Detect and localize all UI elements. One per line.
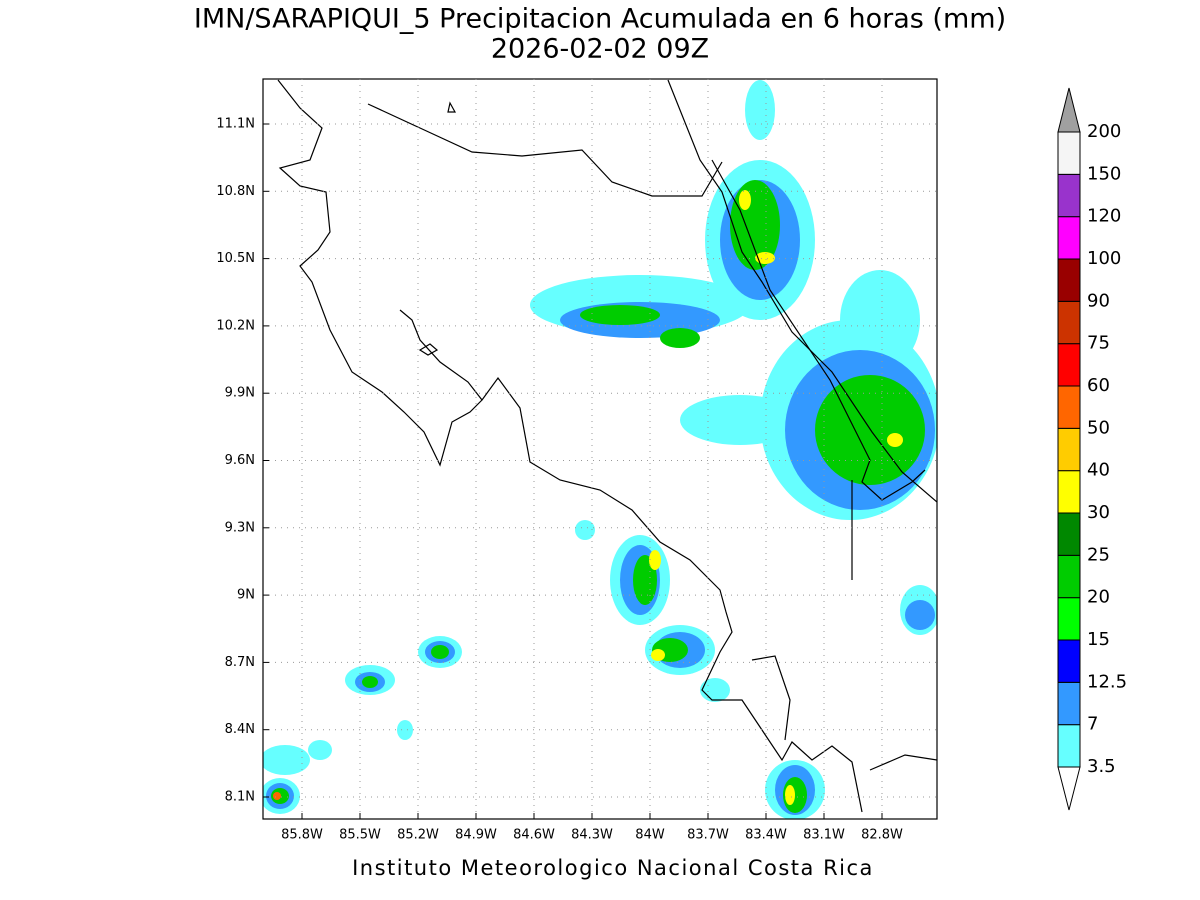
lat-label: 10.5N — [216, 251, 255, 266]
colorbar-label: 25 — [1087, 544, 1110, 565]
lon-label: 85.5W — [339, 828, 381, 843]
colorbar-label: 3.5 — [1087, 756, 1116, 777]
colorbar-swatch — [1057, 343, 1081, 387]
colorbar-above-arrow — [1057, 87, 1081, 133]
lat-label: 9.6N — [225, 453, 255, 468]
lat-label: 9N — [237, 588, 255, 603]
colorbar-label: 20 — [1087, 587, 1110, 608]
lat-label: 8.1N — [225, 790, 255, 805]
colorbar-label: 50 — [1087, 417, 1110, 438]
colorbar-label: 7 — [1087, 714, 1098, 735]
colorbar-label: 90 — [1087, 290, 1110, 311]
coastlines — [277, 79, 937, 813]
colorbar-label: 200 — [1087, 121, 1121, 142]
lon-label: 82.8W — [861, 828, 903, 843]
lon-label: 84.6W — [513, 828, 555, 843]
colorbar-swatch — [1057, 597, 1081, 641]
colorbar-swatch — [1057, 427, 1081, 472]
map-title: IMN/SARAPIQUI_5 Precipitacion Acumulada … — [194, 4, 1006, 35]
colorbar-below-arrow — [1057, 766, 1081, 811]
lon-label: 84.9W — [455, 828, 497, 843]
lat-label: 9.9N — [225, 386, 255, 401]
colorbar-swatch — [1057, 554, 1081, 599]
colorbar-label: 100 — [1087, 248, 1121, 269]
colorbar-label: 150 — [1087, 163, 1121, 184]
colorbar-swatch — [1057, 385, 1081, 429]
lon-label: 83.1W — [803, 828, 845, 843]
map-footer: Instituto Meteorologico Nacional Costa R… — [352, 856, 874, 880]
colorbar-swatch — [1057, 724, 1081, 768]
lon-label: 84.3W — [571, 828, 613, 843]
colorbar-label: 120 — [1087, 206, 1121, 227]
lat-label: 8.4N — [225, 722, 255, 737]
map-subtitle: 2026-02-02 09Z — [491, 34, 709, 65]
lon-label: 84W — [635, 828, 665, 843]
colorbar-swatch — [1057, 131, 1081, 175]
lon-label: 83.4W — [745, 828, 787, 843]
colorbar-label: 40 — [1087, 460, 1110, 481]
colorbar-swatch — [1057, 216, 1081, 260]
lon-label: 83.7W — [687, 828, 729, 843]
colorbar-label: 12.5 — [1087, 671, 1127, 692]
colorbar-swatch — [1057, 512, 1081, 556]
colorbar-swatch — [1057, 639, 1081, 683]
lat-label: 10.2N — [216, 318, 255, 333]
colorbar-swatch — [1057, 681, 1081, 726]
colorbar-label: 60 — [1087, 375, 1110, 396]
lat-label: 10.8N — [216, 184, 255, 199]
lat-label: 8.7N — [225, 655, 255, 670]
lon-label: 85.2W — [397, 828, 439, 843]
colorbar-swatch — [1057, 300, 1081, 345]
colorbar-swatch — [1057, 173, 1081, 218]
plot-frame — [262, 78, 938, 820]
colorbar-label: 75 — [1087, 333, 1110, 354]
colorbar-label: 30 — [1087, 502, 1110, 523]
lon-label: 85.8W — [281, 828, 323, 843]
colorbar-swatch — [1057, 258, 1081, 302]
colorbar-label: 15 — [1087, 629, 1110, 650]
lat-label: 9.3N — [225, 520, 255, 535]
lat-label: 11.1N — [216, 117, 255, 132]
colorbar-swatch — [1057, 470, 1081, 514]
